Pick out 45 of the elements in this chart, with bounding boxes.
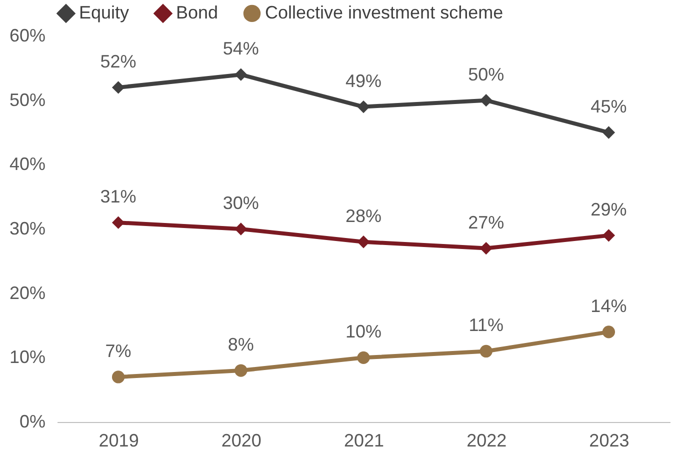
data-label: 7%	[105, 340, 132, 361]
data-label: 45%	[590, 96, 627, 116]
legend-label: Collective investment scheme	[265, 2, 504, 22]
data-label: 50%	[468, 64, 504, 84]
point	[480, 344, 492, 358]
x-tick-label: 2022	[466, 430, 507, 450]
x-tick-label: 2020	[221, 430, 262, 450]
x-tick-label: 2023	[589, 430, 630, 450]
point	[112, 81, 125, 94]
y-tick-label: 10%	[9, 347, 46, 368]
data-label: 14%	[590, 296, 627, 316]
point	[234, 68, 248, 81]
data-label: 29%	[590, 199, 627, 220]
point	[480, 94, 492, 107]
legend-label: Equity	[79, 2, 130, 22]
point	[234, 222, 248, 236]
data-label: 10%	[345, 322, 382, 342]
data-label: 27%	[468, 212, 504, 232]
x-tick-label: 2019	[98, 430, 139, 450]
y-tick-label: 40%	[9, 154, 46, 174]
y-tick-label: 50%	[9, 90, 46, 110]
point	[357, 351, 370, 364]
point	[234, 364, 248, 377]
data-label: 49%	[345, 70, 382, 91]
point	[112, 370, 125, 384]
x-tick-label: 2021	[344, 430, 384, 450]
data-label: 11%	[468, 315, 504, 336]
point	[480, 242, 492, 255]
data-label: 28%	[345, 206, 382, 226]
data-label: 31%	[100, 186, 136, 207]
point	[112, 216, 125, 229]
legend-label: Bond	[176, 2, 218, 22]
y-tick-label: 20%	[9, 282, 46, 303]
data-label: 54%	[222, 38, 259, 59]
data-label: 8%	[228, 334, 254, 355]
y-tick-label: 30%	[9, 218, 46, 238]
y-tick-label: 60%	[9, 26, 46, 46]
y-tick-label: 0%	[19, 412, 46, 432]
data-label: 30%	[222, 193, 259, 213]
point	[357, 236, 370, 248]
point	[602, 229, 616, 242]
point	[357, 100, 370, 114]
point	[602, 126, 616, 139]
data-label: 52%	[100, 51, 136, 72]
point	[602, 326, 616, 338]
